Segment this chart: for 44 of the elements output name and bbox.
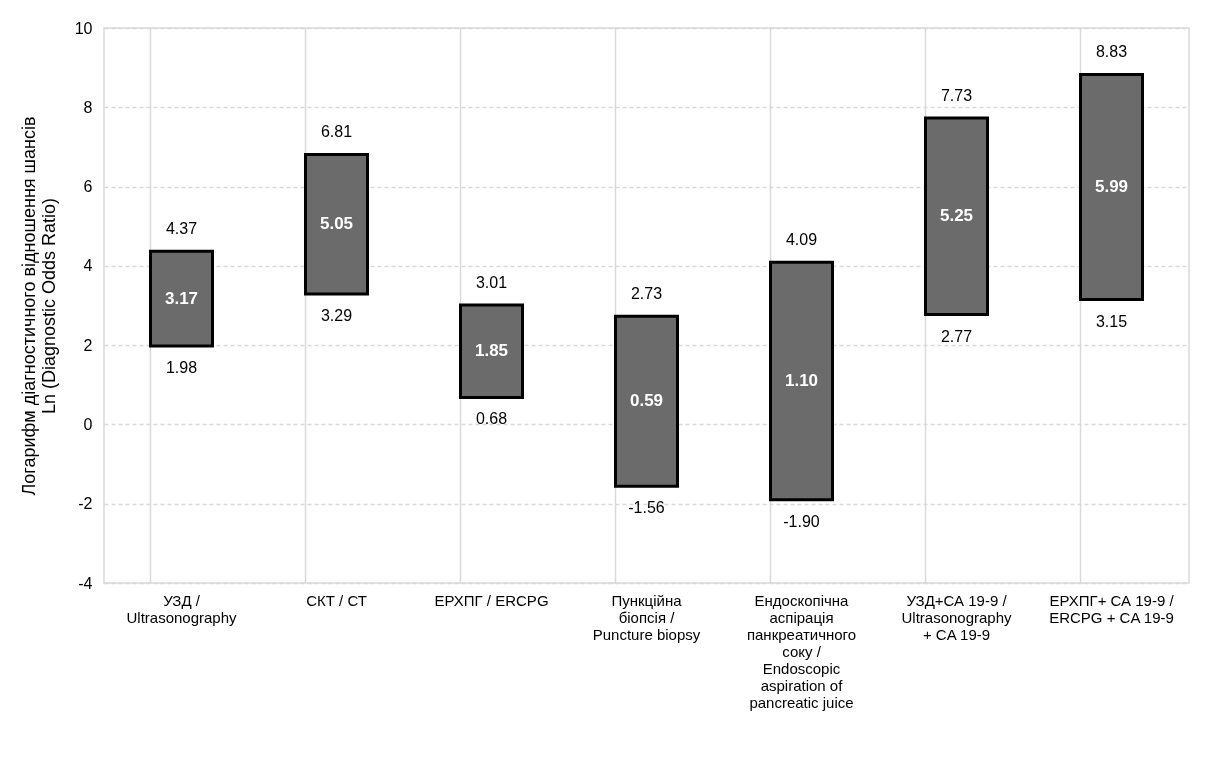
annotation: -1.56 [628,499,665,517]
bar [459,303,524,399]
annotation: 1.10 [784,371,819,391]
annotation: 3.17 [164,288,199,308]
bar [769,260,834,502]
y-tick-label: 10 [74,19,93,37]
bar [304,152,369,296]
annotation: 1.85 [474,341,509,361]
y-tick-label: -2 [78,495,93,513]
annotation: 3.01 [475,274,508,292]
x-tick-label: ЕРХПГ / ERCPG [434,591,549,609]
y-tick-label: 4 [83,257,93,275]
annotation: 5.05 [319,214,354,234]
annotation: 5.25 [939,206,974,226]
annotation: 4.09 [785,231,818,249]
annotation: 8.83 [1095,43,1128,61]
y-tick-label: 0 [83,415,93,433]
annotation: 3.15 [1095,312,1128,330]
x-tick-label: УЗД / Ultrasonography [126,591,238,626]
y-tick-label: 2 [83,336,93,354]
bar [1079,72,1144,302]
annotation: 3.29 [320,307,353,324]
annotation: 2.77 [940,327,973,345]
y-tick-label: -4 [78,574,93,592]
x-tick-label: Ендоскопічна аспірація панкреатичного соку / Endoscopic aspiration of pancreatic juice [746,591,857,711]
annotation: 1.98 [165,358,198,376]
annotation: 0.68 [475,410,508,428]
annotation: 0.59 [629,391,664,411]
y-tick-label: 8 [83,98,93,116]
x-tick-label: Пункційна біопсія / Puncture biopsy [592,591,701,643]
annotation: 2.73 [630,285,663,303]
annotation: 5.99 [1094,176,1129,196]
bar [614,314,679,488]
bar [924,116,989,317]
bar [149,249,214,348]
annotation: 7.73 [940,86,973,104]
annotation: 6.81 [320,123,353,141]
x-tick-label: ЕРХПГ+ СА 19-9 / ERCPG + CA 19-9 [1049,591,1175,626]
annotation: 4.37 [165,220,198,238]
y-tick-label: 6 [83,178,93,196]
x-tick-label: СКТ / СТ [306,591,367,609]
y-axis-title: Логарифм діагностичного відношення шансів Ln (Diagnostic Odds Ratio) [18,116,59,496]
annotation: -1.90 [783,512,820,530]
x-tick-label: УЗД+СА 19-9 / Ultrasonography + CA 19-9 [901,591,1013,643]
